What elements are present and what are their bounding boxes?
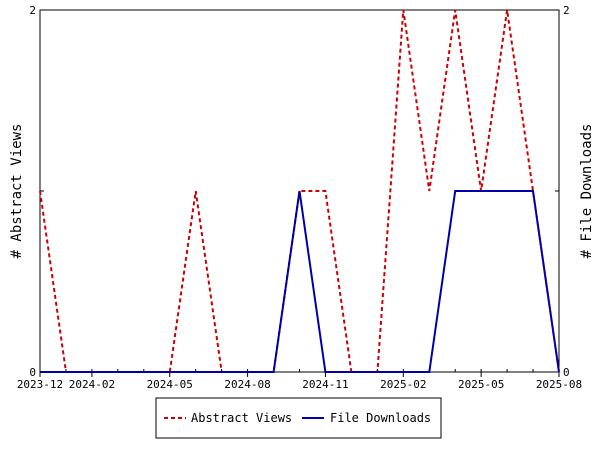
x-tick-label: 2024-08 [224,378,270,391]
x-tick-label: 2024-02 [69,378,115,391]
x-tick-label: 2024-11 [302,378,348,391]
x-tick-label: 2023-12 [17,378,63,391]
x-tick-label: 2025-05 [458,378,504,391]
legend-label-abstract-views: Abstract Views [191,411,292,425]
y2-tick-label: 0 [563,366,570,379]
y-tick-labels: 0 2 0 2 [29,4,569,379]
legend: Abstract Views File Downloads [155,397,442,439]
y-tick-label: 0 [29,366,36,379]
x-tick-label: 2024-05 [147,378,193,391]
y2-axis-label: # File Downloads [579,124,595,259]
legend-box [155,397,442,439]
x-tick-label: 2025-08 [536,378,582,391]
x-tick-label: 2025-02 [380,378,426,391]
y2-tick-label: 2 [563,4,570,17]
y-axis-label: # Abstract Views [9,124,25,259]
y-tick-label: 2 [29,4,36,17]
series-layer [39,9,560,373]
x-tick-labels: 2023-12 2024-02 2024-05 2024-08 2024-11 2025-… [17,372,582,391]
series-line-file-downloads [40,190,560,373]
legend-label-file-downloads: File Downloads [330,411,431,425]
